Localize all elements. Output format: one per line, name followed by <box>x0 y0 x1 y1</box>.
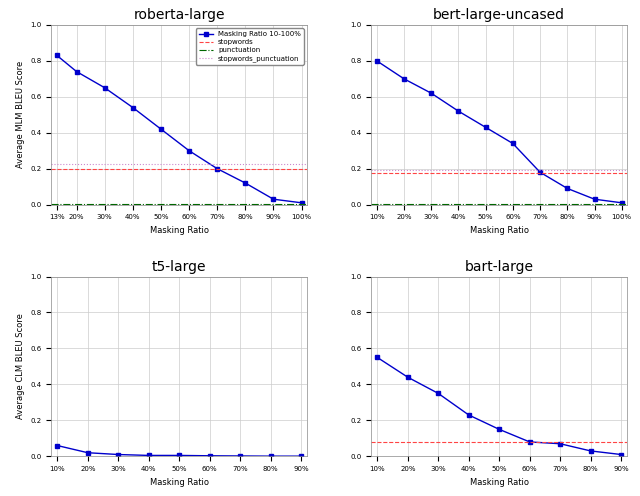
Masking Ratio 10-100% <box>236 453 244 459</box>
Masking Ratio 10-100% <box>465 412 472 418</box>
Masking Ratio 10-100% <box>267 453 275 459</box>
Masking Ratio 10-100% <box>206 453 214 459</box>
Masking Ratio 10-100% <box>145 452 152 458</box>
Line: Masking Ratio 10-100%: Masking Ratio 10-100% <box>55 53 303 205</box>
Masking Ratio 10-100% <box>526 439 534 445</box>
Masking Ratio 10-100% <box>404 374 412 380</box>
Masking Ratio 10-100% <box>428 90 435 96</box>
X-axis label: Masking Ratio: Masking Ratio <box>470 226 529 235</box>
Masking Ratio 10-100% <box>617 451 625 457</box>
Y-axis label: Average MLM BLEU Score: Average MLM BLEU Score <box>15 61 25 168</box>
Masking Ratio 10-100% <box>482 124 490 130</box>
Masking Ratio 10-100% <box>298 200 305 206</box>
Masking Ratio 10-100% <box>175 452 183 458</box>
Masking Ratio 10-100% <box>241 180 249 186</box>
Masking Ratio 10-100% <box>84 450 92 456</box>
Masking Ratio 10-100% <box>563 186 571 191</box>
X-axis label: Masking Ratio: Masking Ratio <box>470 478 529 487</box>
Masking Ratio 10-100% <box>556 441 564 447</box>
Masking Ratio 10-100% <box>374 355 381 361</box>
Line: Masking Ratio 10-100%: Masking Ratio 10-100% <box>374 59 624 205</box>
Masking Ratio 10-100% <box>53 53 61 59</box>
Masking Ratio 10-100% <box>54 442 61 448</box>
Title: t5-large: t5-large <box>152 260 207 274</box>
Masking Ratio 10-100% <box>157 126 164 132</box>
Masking Ratio 10-100% <box>129 105 136 111</box>
Line: Masking Ratio 10-100%: Masking Ratio 10-100% <box>55 443 303 458</box>
X-axis label: Masking Ratio: Masking Ratio <box>150 478 209 487</box>
Title: bart-large: bart-large <box>465 260 534 274</box>
Masking Ratio 10-100% <box>269 196 277 202</box>
Y-axis label: Average CLM BLEU Score: Average CLM BLEU Score <box>15 313 25 419</box>
Masking Ratio 10-100% <box>587 448 595 454</box>
Masking Ratio 10-100% <box>435 390 442 396</box>
Masking Ratio 10-100% <box>373 58 381 64</box>
Masking Ratio 10-100% <box>591 196 598 202</box>
Masking Ratio 10-100% <box>618 200 625 206</box>
Masking Ratio 10-100% <box>536 169 544 175</box>
Masking Ratio 10-100% <box>400 76 408 82</box>
Masking Ratio 10-100% <box>101 85 109 91</box>
Masking Ratio 10-100% <box>185 148 193 154</box>
Masking Ratio 10-100% <box>73 68 81 74</box>
X-axis label: Masking Ratio: Masking Ratio <box>150 226 209 235</box>
Masking Ratio 10-100% <box>213 166 221 172</box>
Legend: Masking Ratio 10-100%, stopwords, punctuation, stopwords_punctuation: Masking Ratio 10-100%, stopwords, punctu… <box>196 28 304 65</box>
Title: bert-large-uncased: bert-large-uncased <box>433 8 565 22</box>
Title: roberta-large: roberta-large <box>134 8 225 22</box>
Masking Ratio 10-100% <box>454 108 462 114</box>
Masking Ratio 10-100% <box>509 140 516 146</box>
Masking Ratio 10-100% <box>115 451 122 457</box>
Line: Masking Ratio 10-100%: Masking Ratio 10-100% <box>375 355 623 457</box>
Masking Ratio 10-100% <box>297 453 305 459</box>
Masking Ratio 10-100% <box>495 427 503 433</box>
